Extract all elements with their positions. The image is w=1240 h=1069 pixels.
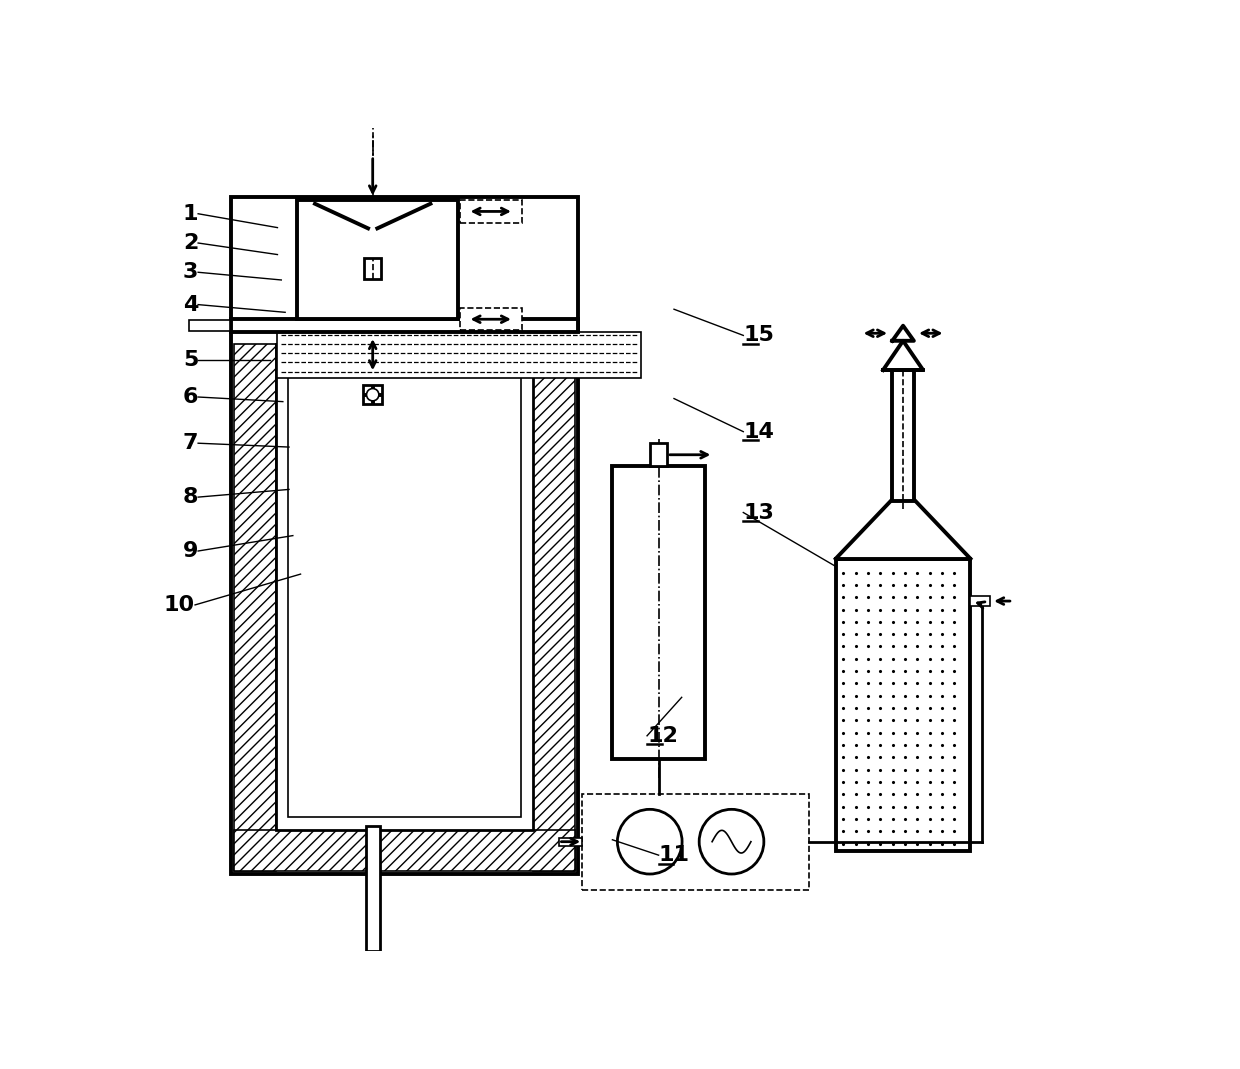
Bar bbox=[366, 826, 379, 951]
Bar bbox=[277, 344, 533, 830]
Text: 5: 5 bbox=[182, 350, 198, 370]
Bar bbox=[836, 559, 971, 851]
Polygon shape bbox=[893, 326, 914, 341]
Bar bbox=[650, 444, 667, 466]
Bar bbox=[971, 595, 990, 606]
Bar bbox=[533, 344, 574, 871]
Circle shape bbox=[699, 809, 764, 874]
Bar bbox=[460, 200, 522, 223]
Bar bbox=[558, 838, 582, 846]
Bar bbox=[278, 331, 641, 377]
Text: 7: 7 bbox=[182, 433, 198, 453]
Bar bbox=[613, 466, 704, 759]
Bar bbox=[365, 258, 381, 279]
Text: 12: 12 bbox=[647, 726, 678, 746]
Text: 9: 9 bbox=[182, 541, 198, 561]
Bar bbox=[234, 830, 574, 871]
Bar bbox=[363, 386, 382, 404]
Text: 14: 14 bbox=[743, 421, 774, 441]
Bar bbox=[234, 344, 277, 871]
Text: 15: 15 bbox=[743, 325, 774, 345]
Bar bbox=[231, 197, 578, 874]
Bar bbox=[296, 200, 459, 320]
Polygon shape bbox=[883, 341, 923, 370]
Text: 6: 6 bbox=[182, 387, 198, 407]
Polygon shape bbox=[836, 501, 971, 559]
Text: 10: 10 bbox=[164, 595, 195, 615]
Text: 3: 3 bbox=[182, 262, 198, 282]
Bar bbox=[231, 320, 578, 331]
Text: 4: 4 bbox=[182, 295, 198, 314]
Bar bbox=[582, 793, 808, 889]
Bar bbox=[288, 344, 521, 818]
Bar bbox=[893, 370, 914, 501]
Text: 1: 1 bbox=[182, 204, 198, 223]
Bar bbox=[188, 320, 229, 330]
Circle shape bbox=[367, 388, 379, 401]
Text: 11: 11 bbox=[658, 846, 689, 865]
Circle shape bbox=[618, 809, 682, 874]
Text: 2: 2 bbox=[182, 233, 198, 253]
Text: 13: 13 bbox=[743, 502, 774, 523]
Bar bbox=[460, 309, 522, 330]
Text: 8: 8 bbox=[182, 487, 198, 507]
